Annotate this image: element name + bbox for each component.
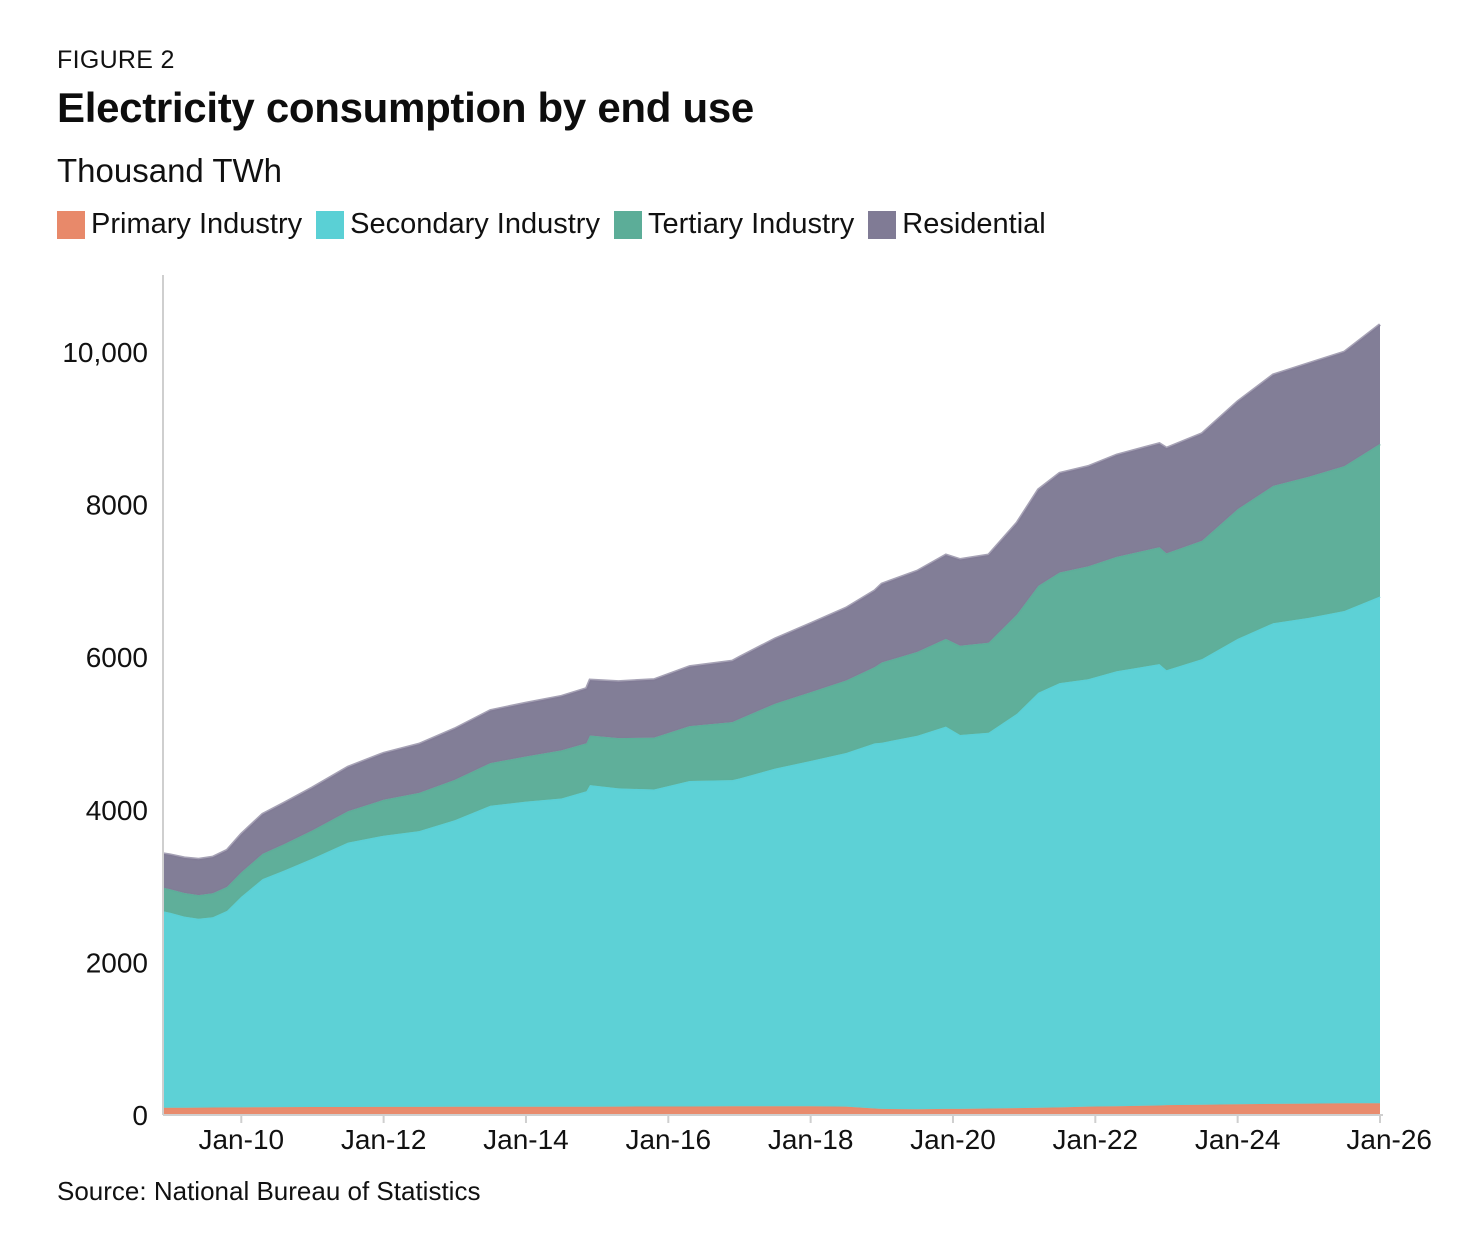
legend-item-primary-industry: Primary Industry bbox=[57, 208, 302, 241]
legend-swatch-primary-industry bbox=[57, 210, 85, 239]
y-tick-label: 10,000 bbox=[62, 337, 148, 368]
x-tick-label: Jan-26 bbox=[1346, 1124, 1432, 1155]
x-axis-ticks: Jan-10 Jan-12 Jan-14 Jan-16 Jan-18 Jan-20 Jan-… bbox=[198, 1115, 1432, 1155]
legend-item-residential: Residential bbox=[868, 208, 1046, 241]
area-secondary-industry bbox=[163, 596, 1380, 1110]
legend-swatch-secondary-industry bbox=[316, 210, 345, 239]
figure-kicker: FIGURE 2 bbox=[57, 46, 175, 74]
x-tick-label: Jan-10 bbox=[198, 1124, 284, 1155]
chart-subtitle: Thousand TWh bbox=[57, 152, 283, 189]
x-tick-label: Jan-12 bbox=[341, 1124, 427, 1155]
legend-swatch-tertiary-industry bbox=[613, 210, 642, 239]
legend-label-secondary-industry: Secondary Industry bbox=[350, 208, 600, 240]
x-tick-label: Jan-24 bbox=[1195, 1124, 1281, 1155]
x-tick-label: Jan-16 bbox=[625, 1124, 711, 1155]
y-tick-label: 0 bbox=[132, 1100, 148, 1131]
x-tick-label: Jan-14 bbox=[483, 1124, 569, 1155]
legend-label-residential: Residential bbox=[902, 208, 1046, 240]
legend-item-secondary-industry: Secondary Industry bbox=[316, 208, 600, 241]
source-note: Source: National Bureau of Statistics bbox=[57, 1176, 481, 1206]
y-axis-ticks: 0 2000 4000 6000 8000 10,000 bbox=[62, 337, 148, 1131]
area-tertiary-industry bbox=[163, 443, 1380, 919]
y-tick-label: 2000 bbox=[86, 947, 148, 978]
x-tick-label: Jan-18 bbox=[768, 1124, 854, 1155]
legend-label-tertiary-industry: Tertiary Industry bbox=[647, 208, 855, 240]
y-tick-label: 6000 bbox=[86, 642, 148, 673]
area-edge-residential bbox=[162, 323, 1381, 861]
area-series-group bbox=[162, 323, 1381, 1115]
area-primary-industry bbox=[163, 1103, 1380, 1115]
legend-swatch-residential bbox=[868, 210, 897, 239]
x-tick-label: Jan-22 bbox=[1053, 1124, 1139, 1155]
y-tick-label: 8000 bbox=[86, 490, 148, 521]
chart-legend: Primary Industry Secondary Industry Tert… bbox=[57, 208, 1060, 241]
chart-title: Electricity consumption by end use bbox=[57, 84, 754, 131]
legend-label-primary-industry: Primary Industry bbox=[91, 208, 303, 240]
area-residential bbox=[163, 324, 1380, 896]
y-tick-label: 4000 bbox=[86, 795, 148, 826]
legend-item-tertiary-industry: Tertiary Industry bbox=[613, 208, 855, 241]
x-tick-label: Jan-20 bbox=[910, 1124, 996, 1155]
